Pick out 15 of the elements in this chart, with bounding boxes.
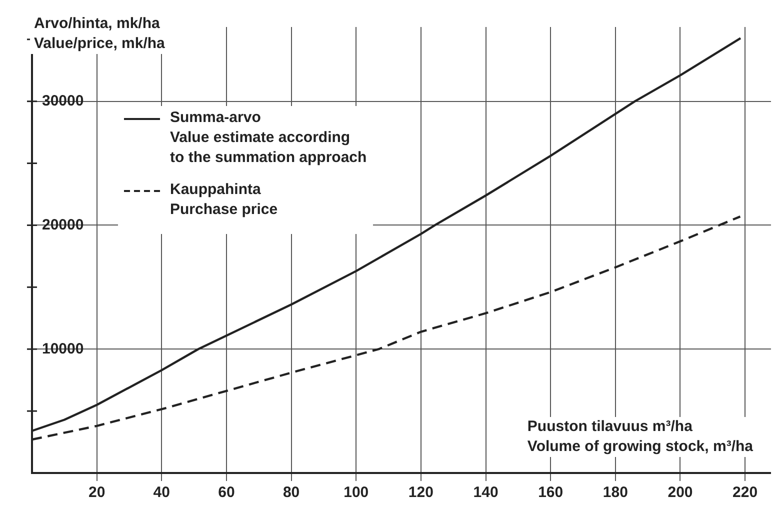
x-tick-label: 160 [538,484,564,502]
x-tick-label: 20 [88,484,106,502]
x-tick-label: 60 [218,484,235,502]
legend-label: Kauppahinta Purchase price [170,180,278,220]
x-tick-label: 140 [473,484,498,502]
x-tick-label: 40 [153,484,170,502]
x-tick-label: 120 [408,484,434,502]
x-axis-title: Puuston tilavuus m³/ha Volume of growing stock, m³/ha [523,417,757,457]
x-tick-label: 220 [732,484,758,502]
y-axis-title: Arvo/hinta, mk/ha Value/price, mk/ha [30,14,169,54]
x-tick-label: 100 [344,484,369,502]
x-tick-label: 180 [602,484,628,502]
x-tick-label: 80 [282,484,300,502]
legend-label: Summa-arvo Value estimate according to the summation approach [170,108,367,168]
x-tick-label: 200 [668,484,693,502]
